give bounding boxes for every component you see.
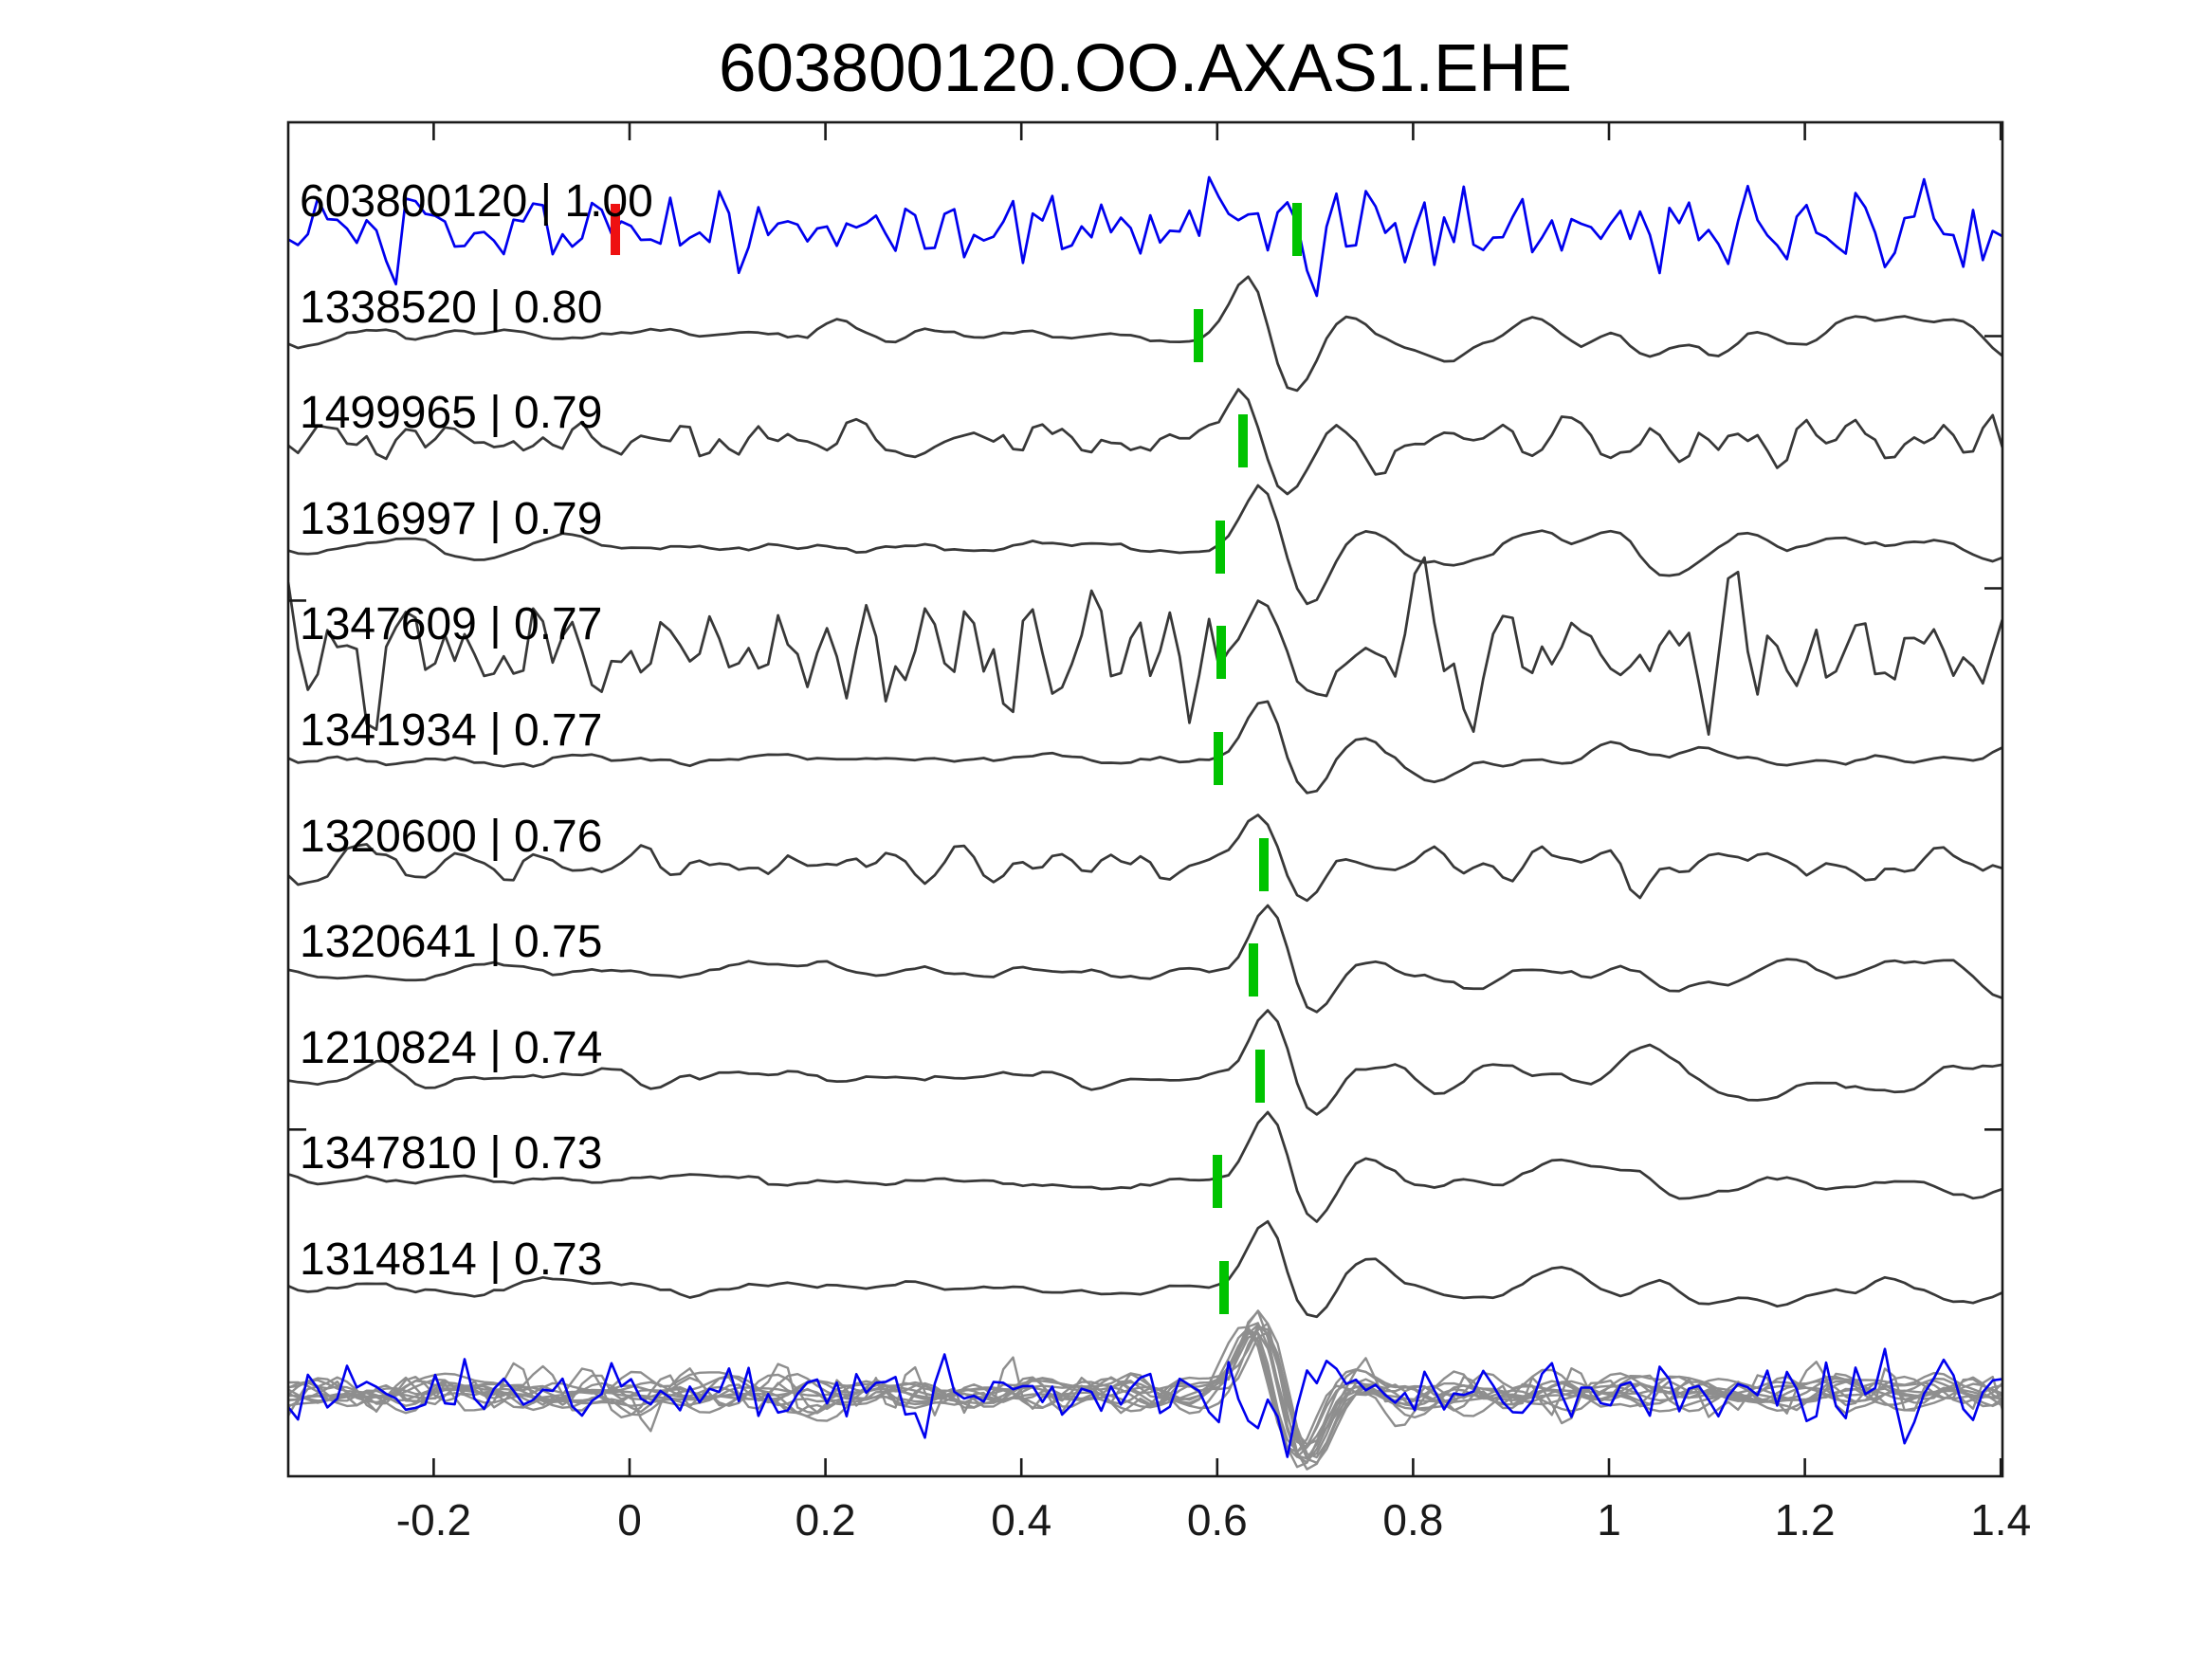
svg-text:-0.2: -0.2 bbox=[396, 1495, 471, 1545]
svg-text:0.4: 0.4 bbox=[991, 1495, 1051, 1545]
svg-text:1210824 | 0.74: 1210824 | 0.74 bbox=[300, 1023, 602, 1073]
svg-text:1320641 | 0.75: 1320641 | 0.75 bbox=[300, 917, 602, 967]
svg-text:1341934 | 0.77: 1341934 | 0.77 bbox=[300, 705, 602, 756]
svg-text:0.8: 0.8 bbox=[1382, 1495, 1443, 1545]
svg-text:0.2: 0.2 bbox=[795, 1495, 856, 1545]
svg-text:603800120.OO.AXAS1.EHE: 603800120.OO.AXAS1.EHE bbox=[719, 31, 1572, 106]
svg-text:603800120 | 1.00: 603800120 | 1.00 bbox=[300, 176, 653, 227]
svg-text:1347609 | 0.77: 1347609 | 0.77 bbox=[300, 599, 602, 649]
svg-text:1314814 | 0.73: 1314814 | 0.73 bbox=[300, 1234, 602, 1285]
svg-text:1: 1 bbox=[1597, 1495, 1621, 1545]
svg-text:1499965 | 0.79: 1499965 | 0.79 bbox=[300, 388, 602, 438]
svg-text:1.2: 1.2 bbox=[1775, 1495, 1836, 1545]
svg-text:1320600 | 0.76: 1320600 | 0.76 bbox=[300, 812, 602, 862]
svg-text:1316997 | 0.79: 1316997 | 0.79 bbox=[300, 494, 602, 544]
svg-text:1338520 | 0.80: 1338520 | 0.80 bbox=[300, 283, 602, 333]
svg-text:1.4: 1.4 bbox=[1970, 1495, 2031, 1545]
svg-text:0: 0 bbox=[617, 1495, 642, 1545]
svg-text:1347810 | 0.73: 1347810 | 0.73 bbox=[300, 1128, 602, 1179]
svg-text:0.6: 0.6 bbox=[1187, 1495, 1248, 1545]
